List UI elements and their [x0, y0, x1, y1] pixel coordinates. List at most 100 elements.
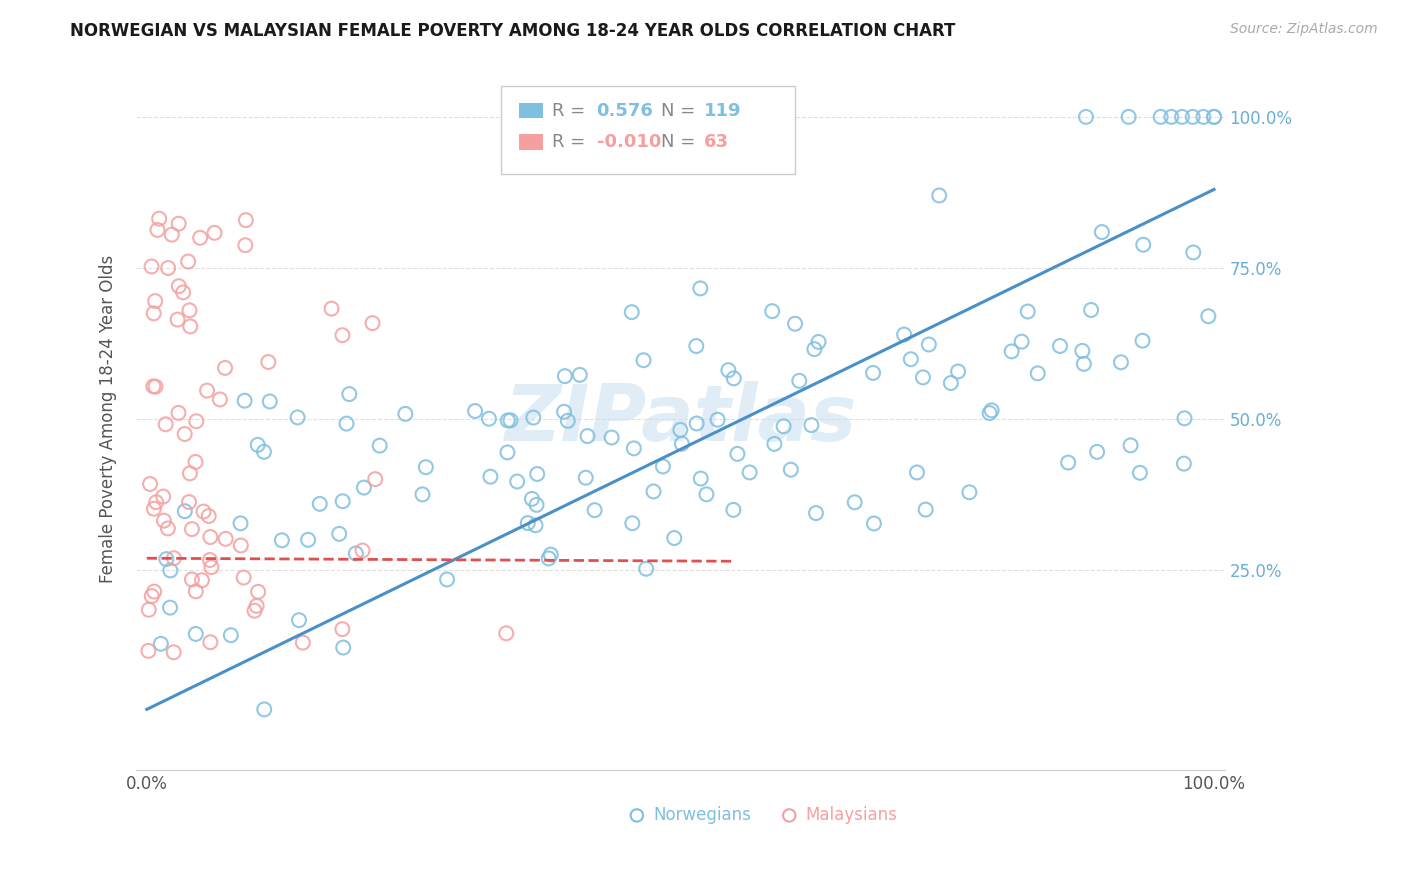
Point: [138, 603, 160, 617]
Point: [636, 562, 658, 576]
Point: [159, 563, 181, 577]
Point: [980, 403, 1002, 417]
Point: [172, 285, 194, 300]
Point: [905, 466, 928, 480]
Text: R =: R =: [553, 102, 591, 120]
Point: [152, 490, 174, 504]
Point: [526, 467, 548, 481]
Text: Norwegians: Norwegians: [654, 806, 751, 824]
Point: [1091, 225, 1114, 239]
Point: [957, 485, 980, 500]
Point: [763, 437, 786, 451]
Point: [807, 334, 830, 349]
Point: [689, 281, 711, 295]
Point: [184, 627, 207, 641]
Point: [496, 445, 519, 459]
Text: Malaysians: Malaysians: [806, 806, 897, 824]
Point: [918, 337, 941, 351]
Point: [1085, 445, 1108, 459]
Point: [478, 411, 501, 425]
Point: [1011, 334, 1033, 349]
Point: [738, 466, 761, 480]
FancyBboxPatch shape: [501, 86, 794, 174]
Point: [1132, 334, 1154, 348]
Point: [394, 407, 416, 421]
Point: [1080, 302, 1102, 317]
Point: [900, 352, 922, 367]
Point: [1001, 344, 1024, 359]
Point: [495, 626, 517, 640]
Point: [643, 484, 665, 499]
Point: [803, 342, 825, 356]
Point: [368, 439, 391, 453]
Point: [783, 317, 806, 331]
Point: [204, 226, 226, 240]
Point: [526, 498, 548, 512]
Point: [257, 355, 280, 369]
Point: [167, 217, 190, 231]
Point: [863, 516, 886, 531]
Point: [142, 306, 165, 320]
Point: [1181, 110, 1204, 124]
Point: [520, 491, 543, 506]
Point: [575, 471, 598, 485]
Point: [1173, 457, 1195, 471]
Point: [706, 413, 728, 427]
Point: [142, 501, 165, 516]
Point: [200, 635, 222, 649]
Point: [142, 379, 165, 393]
Point: [246, 438, 269, 452]
Point: [247, 584, 270, 599]
Point: [163, 645, 186, 659]
Point: [184, 584, 207, 599]
Point: [464, 404, 486, 418]
Point: [233, 238, 256, 252]
Point: [557, 414, 579, 428]
Point: [330, 622, 353, 636]
Point: [344, 546, 367, 560]
Point: [717, 363, 740, 377]
Text: Source: ZipAtlas.com: Source: ZipAtlas.com: [1230, 22, 1378, 37]
Point: [160, 227, 183, 242]
Point: [723, 371, 745, 385]
Point: [1173, 411, 1195, 425]
Point: [332, 328, 354, 343]
Point: [1160, 110, 1182, 124]
Point: [723, 503, 745, 517]
Point: [197, 509, 219, 524]
Point: [235, 213, 257, 227]
Text: R =: R =: [553, 133, 591, 151]
Point: [246, 599, 269, 613]
Point: [415, 460, 437, 475]
Point: [568, 368, 591, 382]
Point: [576, 429, 599, 443]
Text: ZIPatlas: ZIPatlas: [505, 381, 856, 458]
Point: [200, 560, 222, 574]
Point: [537, 551, 560, 566]
Point: [179, 319, 201, 334]
Point: [1017, 304, 1039, 318]
Point: [553, 405, 575, 419]
Point: [779, 463, 801, 477]
Point: [214, 360, 236, 375]
Point: [620, 305, 643, 319]
Point: [191, 573, 214, 587]
Point: [787, 374, 810, 388]
Point: [725, 447, 748, 461]
Point: [411, 487, 433, 501]
Point: [177, 254, 200, 268]
Point: [522, 410, 544, 425]
Point: [862, 366, 884, 380]
Point: [685, 417, 707, 431]
Point: [337, 387, 360, 401]
Point: [243, 604, 266, 618]
Point: [600, 430, 623, 444]
Point: [270, 533, 292, 548]
Point: [352, 543, 374, 558]
Point: [496, 413, 519, 427]
Point: [361, 316, 384, 330]
Point: [288, 613, 311, 627]
Point: [1119, 438, 1142, 452]
Text: N =: N =: [661, 102, 700, 120]
Point: [479, 469, 502, 483]
